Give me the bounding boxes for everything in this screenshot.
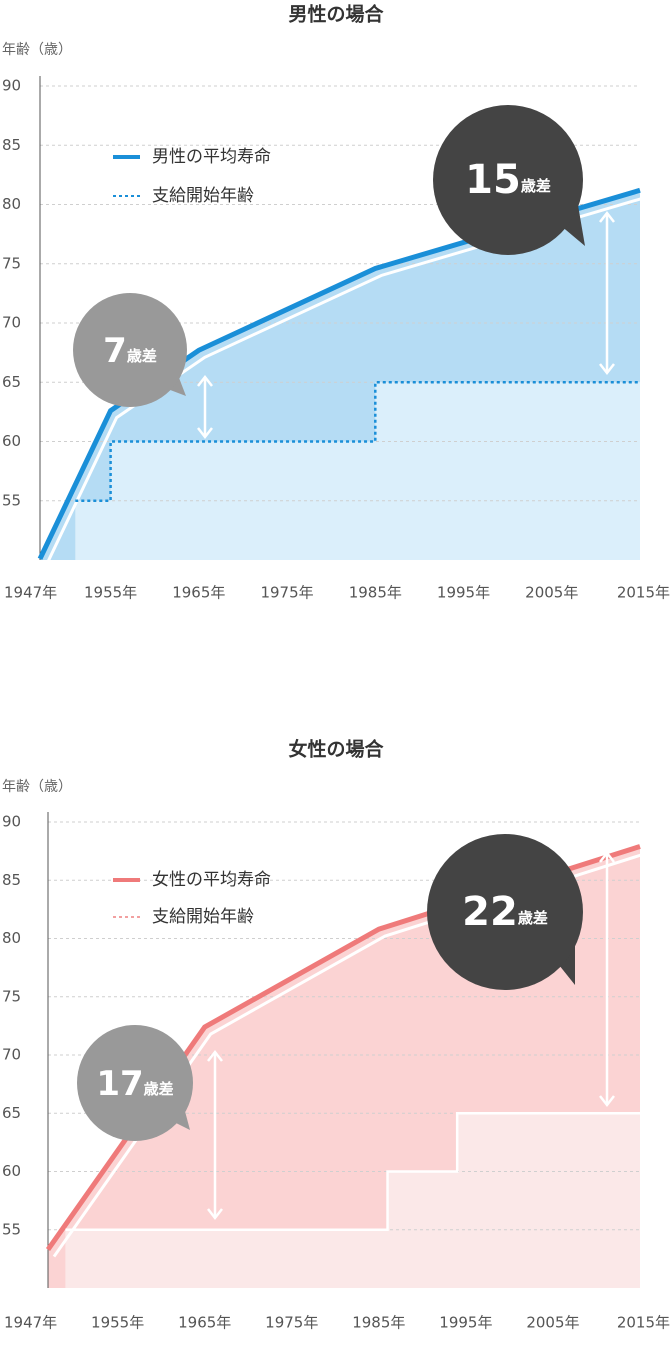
annotation-value: 17	[96, 1064, 143, 1104]
area	[65, 1113, 641, 1288]
x-tick-label: 1965年	[178, 1314, 231, 1332]
x-tick-label: 2005年	[525, 584, 578, 602]
x-tick-label: 1955年	[91, 1314, 144, 1332]
annotation-value: 15	[465, 157, 521, 203]
bubble	[77, 1025, 193, 1141]
x-tick-label: 2015年	[617, 1314, 670, 1332]
legend-label: 男性の平均寿命	[152, 147, 271, 167]
y-axis-label: 年齢（歳）	[2, 779, 72, 795]
y-tick-label: 75	[2, 987, 21, 1005]
x-tick-label: 1995年	[439, 1314, 492, 1332]
y-tick-label: 55	[2, 491, 21, 509]
annotation-value: 22	[462, 889, 518, 935]
bubble	[433, 105, 583, 255]
annotation: 15歳差	[465, 157, 551, 203]
area	[75, 382, 640, 560]
bubble-tail	[560, 205, 585, 246]
annotation-unit: 歳差	[127, 347, 157, 365]
annotation-value: 7	[103, 331, 127, 371]
arrow-head	[197, 374, 213, 440]
y-tick-label: 60	[2, 1162, 21, 1180]
x-tick-label: 1985年	[349, 584, 402, 602]
annotation: 22歳差	[462, 889, 548, 935]
y-tick-label: 55	[2, 1220, 21, 1238]
chart-title: 男性の場合	[288, 3, 384, 26]
x-tick-label: 2005年	[526, 1314, 579, 1332]
y-tick-label: 80	[2, 195, 21, 213]
legend-label: 女性の平均寿命	[152, 870, 271, 890]
legend-label: 支給開始年齢	[152, 186, 254, 206]
x-tick-label: 1975年	[265, 1314, 318, 1332]
annotation: 17歳差	[96, 1064, 173, 1104]
y-tick-label: 65	[2, 1104, 21, 1122]
line	[65, 1112, 640, 1231]
line	[75, 381, 640, 502]
arrow-head	[599, 210, 615, 376]
y-tick-label: 80	[2, 929, 21, 947]
bubble	[427, 834, 583, 990]
x-tick-label: 2015年	[617, 584, 670, 602]
legend-label: 支給開始年齢	[152, 907, 254, 927]
y-tick-label: 60	[2, 432, 21, 450]
x-tick-label: 1947年	[4, 584, 57, 602]
annotation-unit: 歳差	[521, 177, 551, 195]
y-tick-label: 85	[2, 136, 21, 154]
y-axis-label: 年齢（歳）	[2, 42, 72, 58]
bubble	[73, 293, 187, 407]
y-tick-label: 65	[2, 373, 21, 391]
y-tick-label: 85	[2, 871, 21, 889]
x-tick-label: 1985年	[352, 1314, 405, 1332]
arrow-head	[599, 850, 615, 1108]
y-tick-label: 70	[2, 1046, 21, 1064]
x-tick-label: 1995年	[437, 584, 490, 602]
annotation: 7歳差	[103, 331, 157, 371]
y-tick-label: 90	[2, 813, 21, 831]
x-tick-label: 1947年	[4, 1314, 57, 1332]
y-tick-label: 75	[2, 254, 21, 272]
line	[37, 187, 641, 560]
annotation-unit: 歳差	[144, 1080, 174, 1098]
x-tick-label: 1975年	[260, 584, 313, 602]
line-highlight	[44, 195, 647, 567]
y-tick-label: 90	[2, 77, 21, 95]
y-tick-label: 70	[2, 314, 21, 332]
chart-title: 女性の場合	[288, 738, 384, 761]
x-tick-label: 1965年	[172, 584, 225, 602]
arrow-head	[207, 1049, 223, 1221]
x-tick-label: 1955年	[84, 584, 137, 602]
annotation-unit: 歳差	[518, 909, 548, 927]
